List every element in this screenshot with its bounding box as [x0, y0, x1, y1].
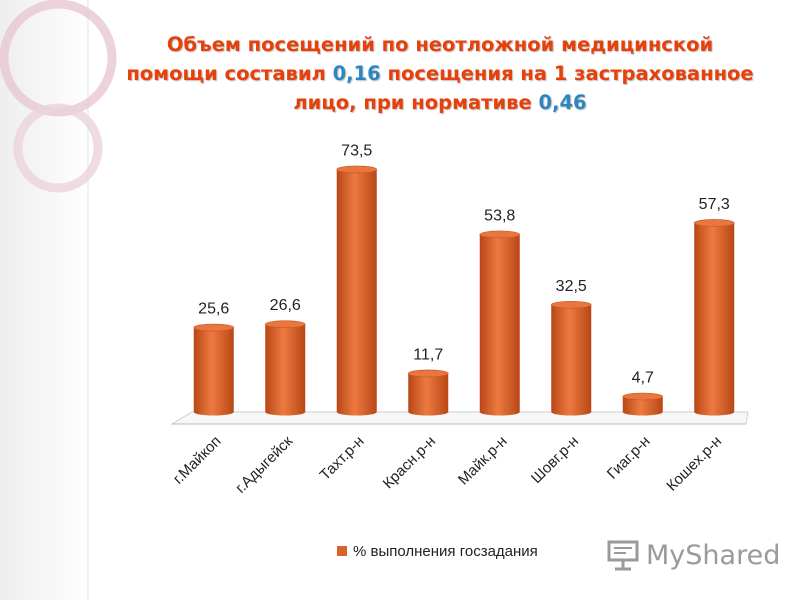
data-label: 32,5	[556, 278, 587, 295]
data-label: 57,3	[699, 196, 730, 213]
bar-top	[693, 219, 735, 227]
bar-top	[622, 392, 664, 401]
left-panel	[0, 0, 92, 600]
title-text: посещения на 1 застрахованное	[380, 62, 754, 85]
bar-top	[407, 369, 449, 378]
title-line-2: помощи составил 0,16 посещения на 1 заст…	[120, 59, 760, 88]
legend-swatch	[337, 546, 347, 556]
x-tick-label: г.Майкоп	[170, 433, 225, 488]
bar	[265, 324, 306, 416]
data-label: 11,7	[413, 346, 443, 363]
bar-top	[479, 230, 521, 239]
data-label: 53,8	[484, 207, 515, 224]
bar-top	[336, 165, 378, 174]
x-tick-label: Шовг.р-н	[528, 433, 582, 487]
title-line-3: лицо, при нормативе 0,46	[120, 88, 760, 117]
title-text: лицо, при нормативе	[293, 91, 539, 114]
bar	[622, 396, 663, 416]
data-label: 4,7	[632, 369, 654, 386]
watermark: MyShared	[606, 538, 780, 572]
bar	[694, 222, 735, 416]
title-text: помощи составил	[126, 62, 333, 85]
bar	[336, 169, 377, 416]
bar	[551, 304, 592, 416]
title-number: 0,46	[538, 91, 587, 114]
bar	[193, 327, 234, 416]
data-label: 73,5	[341, 142, 372, 159]
bar	[408, 373, 449, 416]
x-tick-label: Майк.р-н	[455, 433, 511, 489]
data-label: 25,6	[198, 301, 229, 318]
title-number: 0,16	[332, 62, 381, 85]
decor-ring-small	[13, 103, 103, 193]
bar-top	[193, 323, 235, 332]
x-tick-label: Красн.р-н	[380, 433, 439, 492]
bar	[479, 234, 520, 416]
bar-top	[550, 300, 592, 309]
x-tick-label: г.Адыгейск	[232, 433, 296, 497]
x-tick-label: Тахт.р-н	[317, 433, 368, 484]
projector-screen-icon	[607, 540, 639, 571]
watermark-text: MyShared	[646, 539, 781, 571]
x-tick-label: Кошех.р-н	[663, 433, 725, 495]
slide-title: Объем посещений по неотложной медицинско…	[120, 30, 760, 117]
legend-label: % выполнения госзадания	[353, 543, 538, 560]
data-label: 26,6	[270, 297, 301, 314]
chart-floor	[170, 411, 749, 425]
x-tick-label: Гиаг.р-н	[604, 433, 654, 483]
bar-top	[264, 320, 306, 329]
title-line-1: Объем посещений по неотложной медицинско…	[166, 33, 714, 56]
